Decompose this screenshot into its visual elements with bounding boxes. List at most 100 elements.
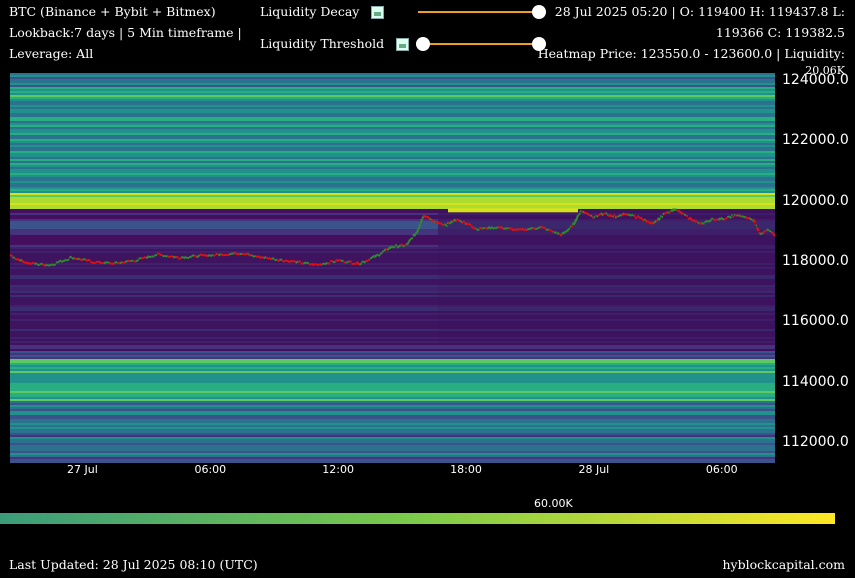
y-tick-label: 112000.0 [782, 434, 849, 450]
heatmap-band [10, 131, 775, 133]
heatmap-band [10, 457, 775, 459]
heatmap-band [10, 181, 775, 183]
slider-handle-low[interactable] [416, 37, 430, 51]
heatmap-band [10, 239, 775, 241]
price-segment [625, 212, 629, 216]
price-segment [476, 228, 480, 232]
heatmap-band [10, 207, 775, 209]
heatmap-band [10, 425, 775, 427]
price-segment [375, 253, 379, 257]
price-segment [631, 213, 634, 217]
heatmap-band [10, 165, 775, 167]
price-segment [742, 215, 746, 219]
price-segment [729, 216, 733, 219]
price-segment [276, 259, 280, 263]
liquidation-heatmap-chart[interactable] [0, 0, 855, 480]
price-segment [614, 215, 618, 219]
price-segment [383, 248, 387, 252]
price-segment [286, 259, 291, 264]
heatmap-band [10, 205, 775, 207]
price-segment [608, 214, 611, 218]
price-segment [717, 217, 722, 221]
heatmap-band [10, 237, 775, 239]
heatmap-band [10, 75, 775, 77]
price-segment [332, 260, 336, 264]
price-segment [593, 216, 596, 219]
liquidity-threshold-slider[interactable] [416, 37, 546, 51]
slider-handle-high[interactable] [532, 37, 546, 51]
price-segment [156, 252, 160, 255]
price-segment [23, 261, 28, 265]
price-segment [268, 256, 273, 261]
heatmap-band [10, 231, 775, 233]
heatmap-band [10, 455, 775, 457]
heatmap-band [10, 461, 775, 463]
leverage-info: Leverage: All [9, 46, 94, 61]
price-segment [551, 230, 555, 233]
liquidity-value: 20.06K [805, 64, 845, 77]
price-segment [567, 227, 571, 231]
heatmap-band [10, 143, 775, 145]
broken-image-icon [396, 38, 409, 51]
price-segment [406, 240, 410, 245]
price-segment [135, 259, 139, 263]
price-segment [758, 231, 762, 235]
x-tick-label: 28 Jul [578, 463, 610, 476]
y-tick-label: 124000.0 [782, 72, 849, 88]
price-segment [766, 228, 770, 231]
price-segment [426, 215, 430, 220]
liquidity-decay-slider[interactable] [418, 5, 546, 19]
heatmap-band [10, 189, 775, 191]
x-tick-label: 27 Jul [67, 463, 98, 476]
heatmap-band [10, 87, 775, 89]
heatmap-band [10, 137, 775, 139]
price-segment [284, 259, 288, 263]
price-segment [130, 259, 134, 263]
slider-handle[interactable] [532, 5, 546, 19]
price-segment [632, 214, 636, 218]
heatmap-band [10, 245, 775, 247]
heatmap-band [10, 391, 775, 393]
price-segment [701, 221, 704, 224]
price-segment [416, 228, 420, 231]
heatmap-band [10, 353, 775, 355]
price-segment [733, 213, 736, 216]
price-segment [505, 227, 509, 230]
heatmap-band [10, 441, 775, 443]
heatmap-band [10, 175, 775, 177]
heatmap-band [10, 167, 775, 169]
heatmap-band [10, 413, 775, 415]
price-segment [244, 253, 247, 256]
price-segment [119, 261, 123, 265]
price-segment [575, 214, 579, 220]
price-segment [209, 253, 214, 258]
heatmap-band [10, 141, 775, 143]
price-segment [52, 263, 57, 267]
heatmap-band [10, 423, 775, 425]
heatmap-band [10, 241, 775, 243]
heatmap-band [10, 105, 775, 107]
heatmap-band [10, 177, 775, 179]
heatmap-band [10, 209, 775, 211]
heatmap-band [10, 349, 775, 351]
price-segment [162, 254, 166, 258]
price-segment [226, 253, 230, 257]
heatmap-band [10, 225, 775, 227]
heatmap-band [10, 147, 775, 149]
heatmap-band [10, 121, 775, 123]
price-segment [521, 227, 526, 232]
heatmap-band [10, 393, 775, 395]
price-segment [398, 244, 402, 248]
price-segment [340, 259, 344, 263]
price-segment [744, 216, 748, 219]
price-segment [721, 218, 725, 221]
price-segment [188, 255, 192, 259]
price-segment [108, 261, 113, 265]
price-segment [159, 253, 163, 257]
price-segment [583, 211, 587, 215]
price-segment [693, 218, 696, 222]
price-segment [499, 225, 504, 230]
heatmap-band [10, 371, 775, 373]
price-segment [725, 216, 728, 220]
brand-link[interactable]: hyblockcapital.com [722, 557, 846, 572]
